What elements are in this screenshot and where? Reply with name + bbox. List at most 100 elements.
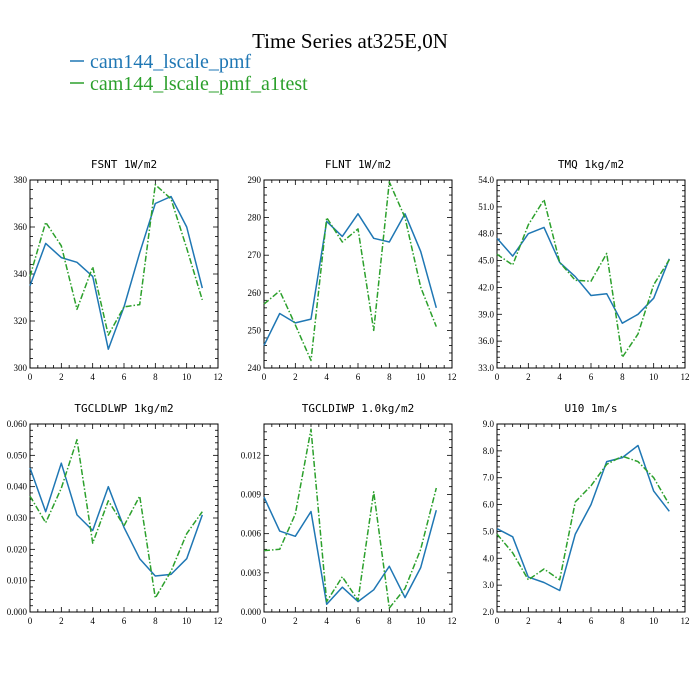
x-tick-label: 2 [59, 616, 64, 626]
y-tick-label: 0.020 [7, 544, 28, 554]
x-tick-label: 12 [681, 616, 690, 626]
x-tick-label: 0 [262, 372, 267, 382]
x-tick-label: 0 [262, 616, 267, 626]
x-tick-label: 8 [620, 372, 625, 382]
x-tick-label: 4 [557, 372, 562, 382]
panel-title: FLNT 1W/m2 [325, 158, 391, 171]
figure-title: Time Series at325E,0N [252, 29, 448, 53]
y-tick-label: 33.0 [478, 363, 494, 373]
x-tick-label: 12 [681, 372, 690, 382]
x-tick-label: 10 [649, 616, 659, 626]
y-tick-label: 300 [14, 363, 28, 373]
x-tick-label: 4 [324, 616, 329, 626]
x-tick-label: 2 [59, 372, 64, 382]
y-tick-label: 51.0 [478, 202, 494, 212]
x-tick-label: 6 [589, 616, 594, 626]
series-line-2 [496, 198, 670, 359]
series-line-1 [29, 195, 204, 350]
y-tick-label: 4.0 [483, 553, 495, 563]
x-tick-label: 10 [182, 372, 192, 382]
x-tick-label: 4 [557, 616, 562, 626]
x-tick-label: 0 [495, 616, 500, 626]
y-tick-label: 0.010 [7, 576, 28, 586]
y-tick-label: 42.0 [478, 282, 494, 292]
x-tick-label: 0 [28, 372, 33, 382]
x-tick-label: 6 [589, 372, 594, 382]
y-tick-label: 39.0 [478, 309, 494, 319]
y-tick-label: 54.0 [478, 175, 494, 185]
x-tick-label: 6 [356, 616, 361, 626]
chart-panel-2: FLNT 1W/m2 0 2 4 6 8 10 12 240 250 260 270 280 290 [248, 158, 457, 382]
x-tick-label: 12 [214, 616, 223, 626]
series-line-2 [263, 181, 437, 362]
panel-title: TMQ 1kg/m2 [558, 158, 624, 171]
y-tick-label: 0.030 [7, 513, 28, 523]
y-tick-label: 36.0 [478, 336, 494, 346]
plot-frame [29, 179, 219, 369]
plot-frame [496, 179, 686, 369]
x-tick-label: 2 [526, 616, 531, 626]
y-tick-label: 290 [248, 175, 262, 185]
y-tick-label: 380 [14, 175, 28, 185]
y-tick-label: 0.060 [7, 419, 28, 429]
panel-title: TGCLDLWP 1kg/m2 [74, 402, 173, 415]
x-tick-label: 4 [324, 372, 329, 382]
y-tick-label: 0.003 [241, 568, 262, 578]
series-line-1 [263, 213, 438, 346]
y-tick-label: 5.0 [483, 526, 495, 536]
chart-panel-5: TGCLDIWP 1.0kg/m2 0 2 4 6 8 10 12 0.000 0.003 0.00… [241, 402, 457, 626]
x-tick-label: 0 [495, 372, 500, 382]
chart-panel-1: FSNT 1W/m2 0 2 4 6 8 10 12 300 320 340 360 380 [14, 158, 223, 382]
x-tick-label: 10 [182, 616, 192, 626]
x-tick-label: 12 [448, 372, 457, 382]
x-tick-label: 2 [526, 372, 531, 382]
legend: cam144_lscale_pmf cam144_lscale_pmf_a1te… [70, 51, 308, 95]
y-tick-label: 6.0 [483, 500, 495, 510]
x-tick-label: 10 [649, 372, 659, 382]
y-tick-label: 0.040 [7, 482, 28, 492]
series-line-1 [496, 226, 670, 324]
x-tick-label: 8 [153, 372, 158, 382]
panel-title: FSNT 1W/m2 [91, 158, 157, 171]
x-tick-label: 6 [122, 616, 127, 626]
y-tick-label: 0.000 [241, 607, 262, 617]
y-tick-label: 0.012 [241, 450, 261, 460]
x-tick-label: 8 [387, 616, 392, 626]
x-tick-label: 4 [90, 372, 95, 382]
x-tick-label: 4 [90, 616, 95, 626]
x-tick-label: 2 [293, 616, 298, 626]
y-tick-label: 7.0 [483, 473, 495, 483]
x-tick-label: 2 [293, 372, 298, 382]
y-tick-label: 0.009 [241, 490, 262, 500]
y-tick-label: 320 [14, 316, 28, 326]
series-line-2 [263, 428, 438, 609]
series-line-1 [263, 496, 438, 605]
x-tick-label: 6 [122, 372, 127, 382]
legend-label-series-1: cam144_lscale_pmf [90, 51, 251, 73]
series-line-1 [496, 444, 670, 592]
x-tick-label: 12 [448, 616, 457, 626]
y-tick-label: 0.006 [241, 529, 262, 539]
series-line-2 [496, 455, 670, 581]
chart-panel-3: TMQ 1kg/m2 0 2 4 6 8 10 12 33.0 36.0 39.0 42.0 45.0 4… [478, 158, 689, 382]
y-tick-label: 48.0 [478, 229, 494, 239]
y-tick-label: 360 [14, 222, 28, 232]
y-tick-label: 8.0 [483, 446, 495, 456]
panel-title: U10 1m/s [565, 402, 618, 415]
y-tick-label: 270 [248, 250, 262, 260]
y-tick-label: 0.050 [7, 450, 28, 460]
legend-label-series-2: cam144_lscale_pmf_a1test [90, 73, 308, 95]
x-tick-label: 6 [356, 372, 361, 382]
series-line-1 [29, 462, 204, 577]
chart-panel-4: TGCLDLWP 1kg/m2 0 2 4 6 8 10 12 0.000 0.010 0.020 0… [7, 402, 223, 626]
x-tick-label: 12 [214, 372, 223, 382]
y-tick-label: 3.0 [483, 580, 495, 590]
y-tick-label: 250 [248, 325, 262, 335]
y-tick-label: 340 [14, 269, 28, 279]
plot-frame [496, 423, 686, 613]
panel-title: TGCLDIWP 1.0kg/m2 [302, 402, 415, 415]
y-tick-label: 2.0 [483, 607, 495, 617]
plot-frame [263, 179, 453, 369]
chart-panels: FSNT 1W/m2 0 2 4 6 8 10 12 300 320 340 360 380 FLNT 1… [7, 158, 690, 626]
